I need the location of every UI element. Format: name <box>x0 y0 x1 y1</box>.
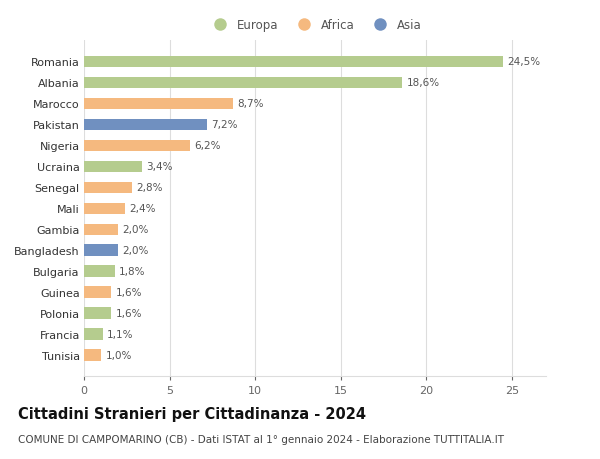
Legend: Europa, Africa, Asia: Europa, Africa, Asia <box>206 17 424 35</box>
Text: 1,8%: 1,8% <box>119 267 146 277</box>
Bar <box>84 119 207 131</box>
Bar <box>84 140 190 152</box>
Text: Cittadini Stranieri per Cittadinanza - 2024: Cittadini Stranieri per Cittadinanza - 2… <box>18 406 366 421</box>
Bar <box>84 287 112 298</box>
Bar <box>84 78 402 89</box>
Text: 7,2%: 7,2% <box>211 120 238 130</box>
Bar <box>84 245 118 257</box>
Text: 8,7%: 8,7% <box>237 99 263 109</box>
Bar <box>84 224 118 235</box>
Bar <box>84 98 233 110</box>
Bar <box>84 329 103 340</box>
Bar <box>84 308 112 319</box>
Text: 3,4%: 3,4% <box>146 162 173 172</box>
Text: 1,0%: 1,0% <box>106 350 132 360</box>
Text: 2,0%: 2,0% <box>122 225 149 235</box>
Bar <box>84 56 503 68</box>
Text: 24,5%: 24,5% <box>508 57 541 67</box>
Text: 6,2%: 6,2% <box>194 141 221 151</box>
Text: 2,0%: 2,0% <box>122 246 149 256</box>
Text: 2,4%: 2,4% <box>130 204 156 214</box>
Bar <box>84 203 125 215</box>
Text: 18,6%: 18,6% <box>407 78 440 88</box>
Text: 2,8%: 2,8% <box>136 183 163 193</box>
Bar <box>84 266 115 277</box>
Bar <box>84 182 132 194</box>
Text: COMUNE DI CAMPOMARINO (CB) - Dati ISTAT al 1° gennaio 2024 - Elaborazione TUTTIT: COMUNE DI CAMPOMARINO (CB) - Dati ISTAT … <box>18 434 504 444</box>
Text: 1,6%: 1,6% <box>116 288 142 297</box>
Text: 1,6%: 1,6% <box>116 308 142 319</box>
Text: 1,1%: 1,1% <box>107 330 134 340</box>
Bar <box>84 350 101 361</box>
Bar <box>84 161 142 173</box>
